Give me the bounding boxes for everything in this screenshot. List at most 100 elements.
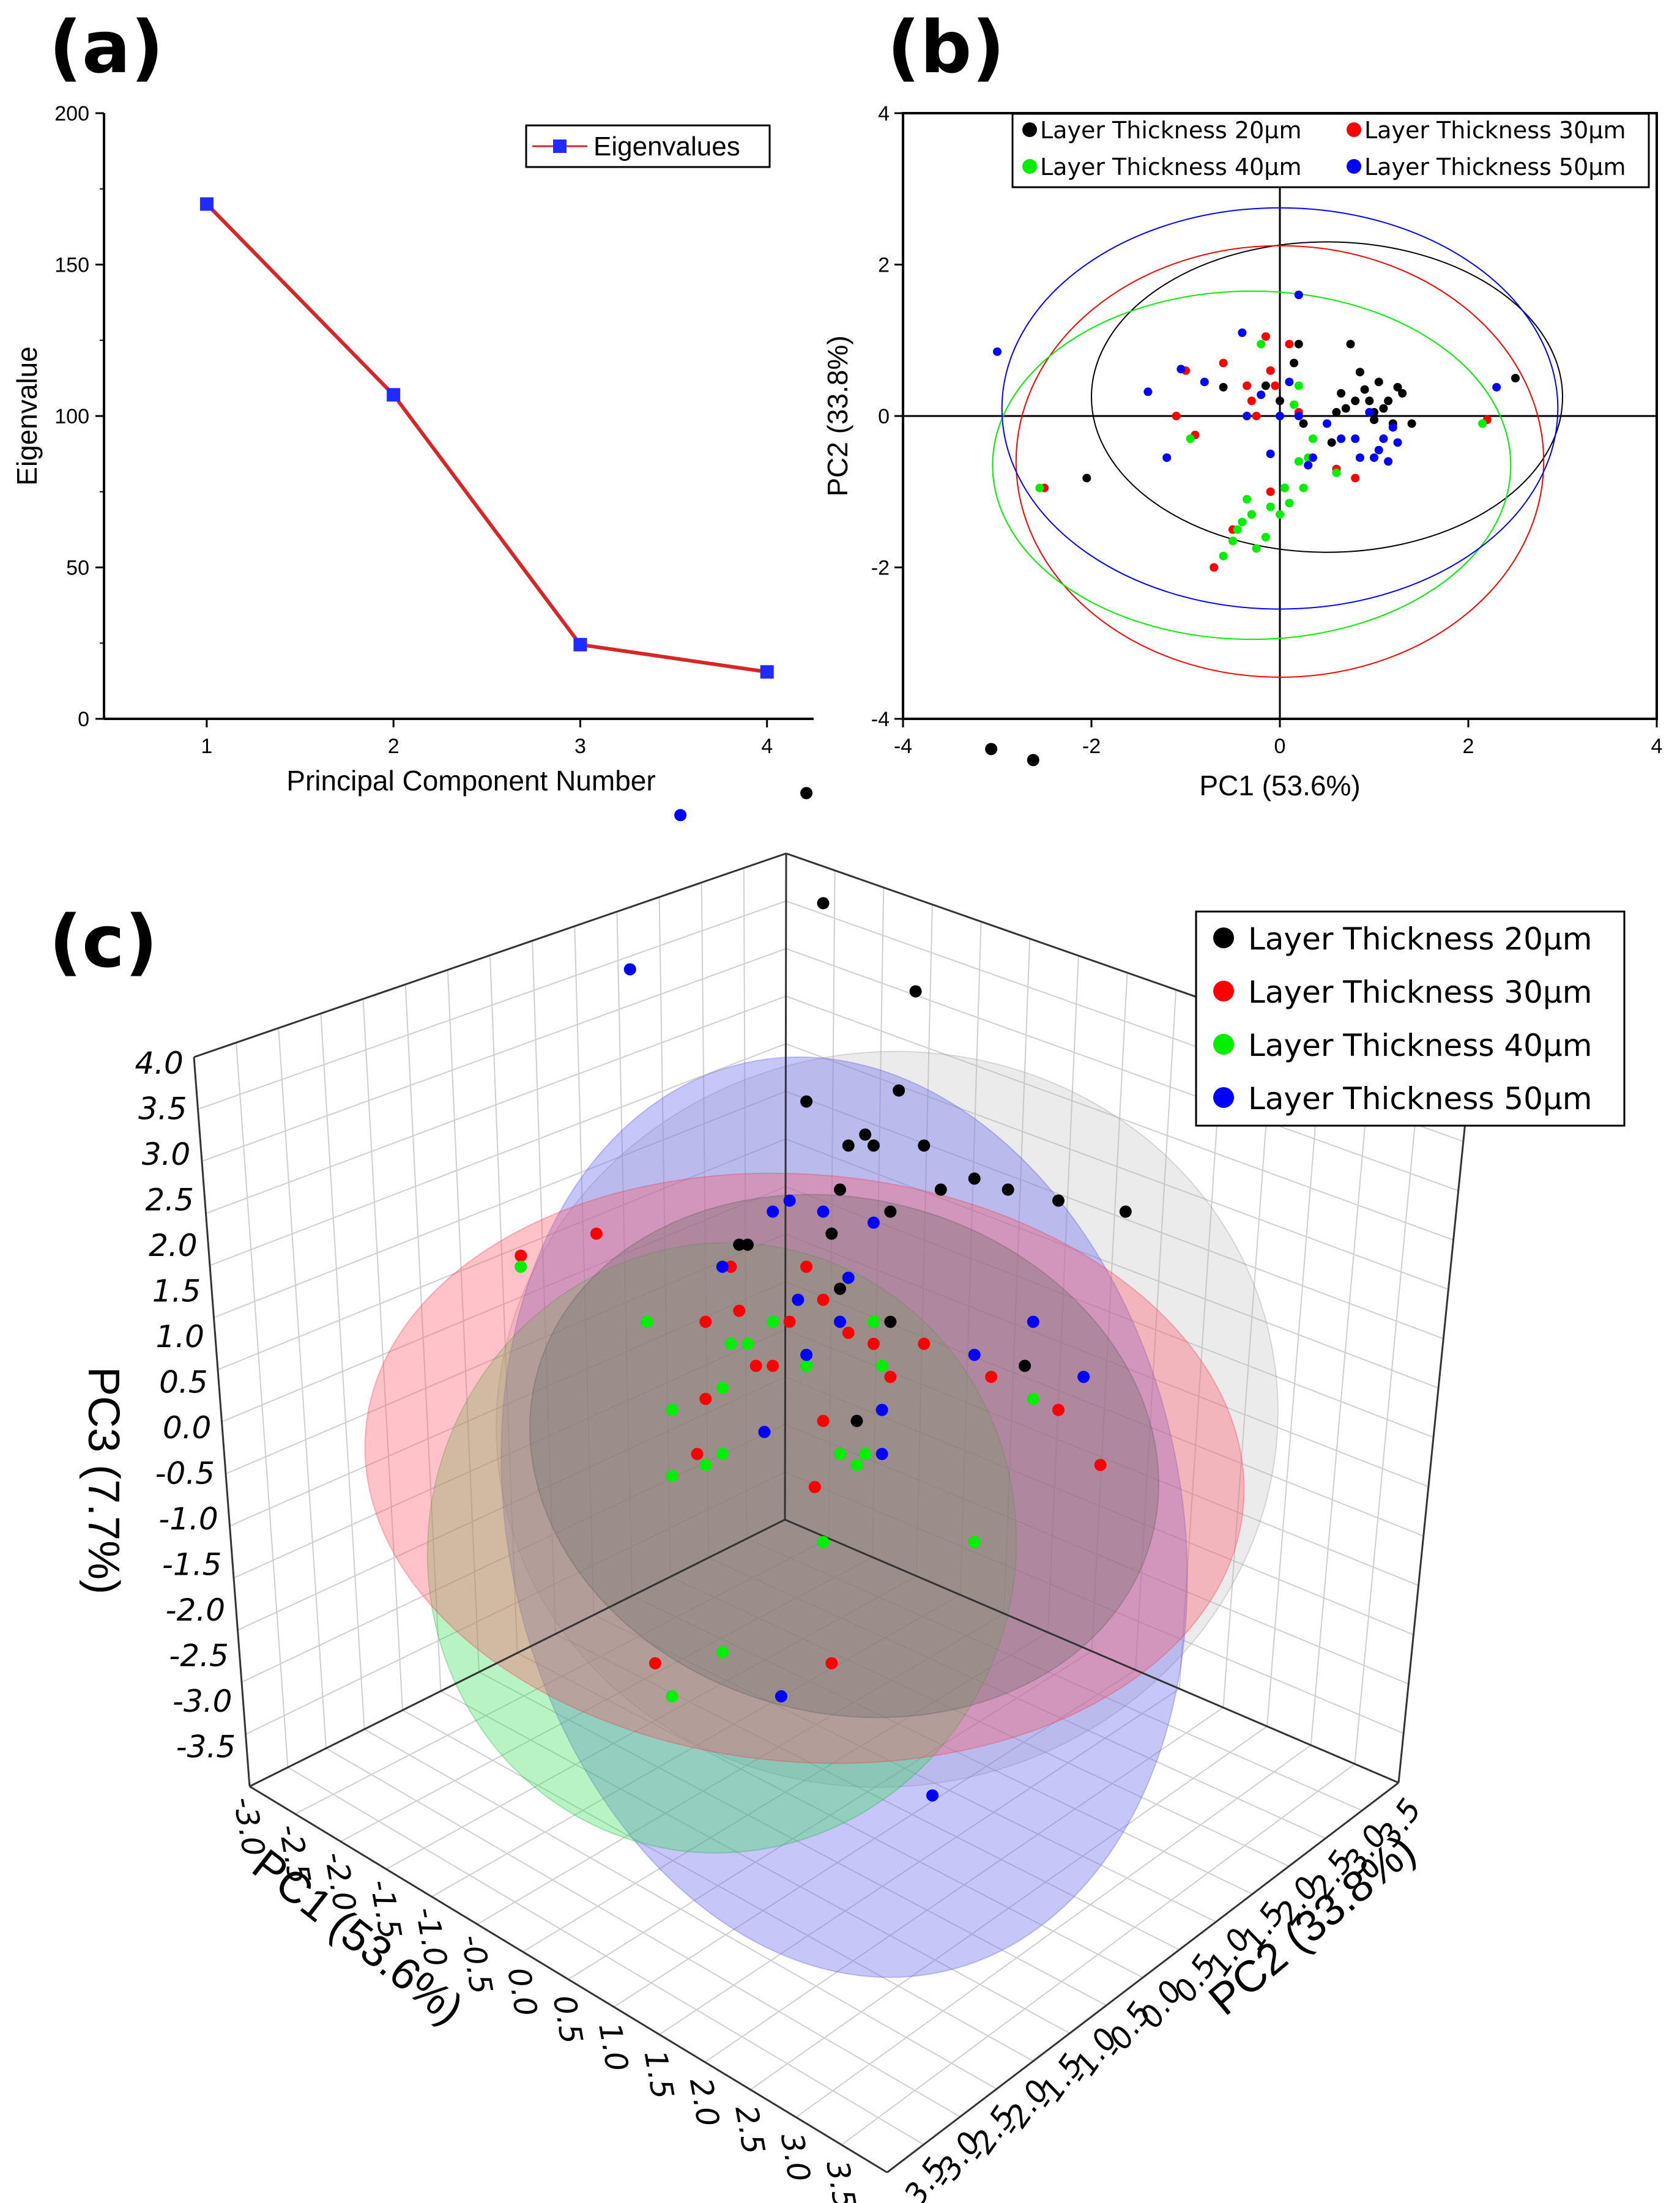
point3d-30 xyxy=(825,1657,838,1670)
point-50 xyxy=(1294,291,1303,299)
grid-line-floor xyxy=(750,1726,1268,2090)
point-40 xyxy=(1294,381,1303,390)
point3d-40 xyxy=(800,1359,813,1372)
panel-c-legend-label-30: Layer Thickness 30μm xyxy=(1248,975,1592,1010)
point3d-30 xyxy=(985,1370,998,1383)
point-20 xyxy=(1393,382,1402,392)
panel-c-legend: Layer Thickness 20μm Layer Thickness 30μ… xyxy=(1195,910,1626,1127)
point3d-20 xyxy=(985,743,998,756)
pc3-tick-label: 1.0 xyxy=(155,1319,204,1354)
confidence-ellipse-50 xyxy=(1001,207,1559,610)
point-50 xyxy=(1266,449,1275,458)
point3d-30 xyxy=(724,1260,737,1273)
grid-line-floor xyxy=(659,1688,1180,2035)
point3d-40 xyxy=(875,1359,888,1372)
y-tick-label: 0 xyxy=(878,405,890,428)
y-tick-label: 50 xyxy=(66,557,89,580)
point-20 xyxy=(1332,407,1341,417)
panel-a-y-axis-title: Eigenvalue xyxy=(11,346,43,486)
point-20 xyxy=(1337,388,1346,398)
panel-b-legend-marker-50 xyxy=(1347,159,1361,174)
point3d-30 xyxy=(817,1414,830,1427)
point3d-30 xyxy=(1052,1403,1065,1416)
x-tick-label: 0 xyxy=(1274,735,1286,758)
grid-line-right-wall xyxy=(784,1424,1409,1685)
point-30 xyxy=(1351,474,1360,483)
point-40 xyxy=(1285,499,1294,508)
pc3-tick-label: 0.0 xyxy=(163,1410,212,1446)
point3d-40 xyxy=(666,1469,678,1482)
point3d-40 xyxy=(741,1337,754,1350)
point3d-30 xyxy=(800,1260,813,1273)
x-tick-label: -2 xyxy=(1082,735,1101,758)
x-tick-label: 2 xyxy=(388,735,400,758)
panel-c-wall-grid xyxy=(198,867,1464,2145)
point3d-50 xyxy=(875,1447,888,1460)
point3d-30 xyxy=(590,1227,603,1240)
point-20 xyxy=(1327,438,1336,447)
point3d-40 xyxy=(641,1315,653,1328)
point-50 xyxy=(1370,453,1378,463)
point-40 xyxy=(1252,544,1261,553)
point3d-50 xyxy=(1027,1315,1039,1328)
grid-line-left-wall xyxy=(701,882,709,1558)
point-50 xyxy=(1308,453,1317,463)
confidence-ellipse-40 xyxy=(992,290,1512,641)
panel-c-legend-label-40: Layer Thickness 40μm xyxy=(1248,1028,1592,1063)
grid-line-left-wall xyxy=(225,1233,786,1475)
box-edge xyxy=(249,1785,888,2174)
box-edge xyxy=(784,1518,1399,1784)
point3d-50 xyxy=(817,1205,830,1218)
grid-line-floor xyxy=(568,1651,1093,1980)
point-20 xyxy=(1365,396,1374,406)
point3d-20 xyxy=(968,1172,981,1185)
point3d-50 xyxy=(800,1348,813,1361)
y-tick-label: 150 xyxy=(54,254,89,277)
panel-b-points xyxy=(993,291,1520,572)
x-tick-label: 4 xyxy=(761,735,773,758)
pc1-tick-label: 1.0 xyxy=(592,2020,635,2074)
ellipsoid-30 xyxy=(364,1172,1245,1764)
point3d-50 xyxy=(867,1216,880,1229)
panel-b-x-axis-title: PC1 (53.6%) xyxy=(1199,770,1360,801)
box-edge xyxy=(193,852,787,1058)
point-20 xyxy=(1346,340,1355,349)
point-40 xyxy=(1332,468,1341,477)
point-40 xyxy=(1294,457,1303,466)
point-40 xyxy=(1276,510,1284,519)
point-50 xyxy=(1238,328,1247,337)
ellipsoid-40 xyxy=(426,1242,1017,1854)
y-tick-label: 4 xyxy=(878,102,890,125)
panel-a-x-axis-title: Principal Component Number xyxy=(286,765,655,797)
panel-c-ellipsoids xyxy=(364,1050,1279,1978)
point-50 xyxy=(1492,382,1501,392)
point3d-50 xyxy=(758,1425,771,1438)
pc3-tick-label: -2.0 xyxy=(166,1592,226,1628)
point-50 xyxy=(1304,461,1313,470)
pc3-tick-label: -1.5 xyxy=(162,1547,222,1583)
point3d-20 xyxy=(867,1139,880,1152)
point3d-40 xyxy=(716,1646,729,1659)
panel-c-pc3-axis-title: PC3 (7.7%) xyxy=(79,1367,128,1594)
pc3-tick-label: -0.5 xyxy=(155,1456,215,1492)
point3d-30 xyxy=(767,1359,779,1372)
point3d-40 xyxy=(1027,1392,1039,1405)
point-50 xyxy=(1337,434,1346,444)
point-50 xyxy=(1393,438,1402,447)
box-edge xyxy=(193,1057,251,1787)
point3d-20 xyxy=(733,1238,746,1251)
point-40 xyxy=(1238,518,1247,527)
panel-b-legend-marker-20 xyxy=(1022,122,1037,137)
grid-line-left-wall xyxy=(233,1328,786,1579)
panel-a-series xyxy=(199,197,774,679)
grid-line-floor xyxy=(555,1633,1180,1950)
point-20 xyxy=(1341,404,1350,413)
grid-line-right-wall xyxy=(1135,989,1177,1670)
point3d-20 xyxy=(1019,1359,1031,1372)
point-40 xyxy=(1243,495,1252,504)
point-50 xyxy=(1257,390,1266,399)
point3d-30 xyxy=(817,1293,830,1306)
panel-b-legend-marker-40 xyxy=(1022,159,1037,174)
panel-a-ticks: 0 50 100 150 200 1 2 3 4 xyxy=(54,102,773,758)
point-50 xyxy=(1388,423,1397,432)
